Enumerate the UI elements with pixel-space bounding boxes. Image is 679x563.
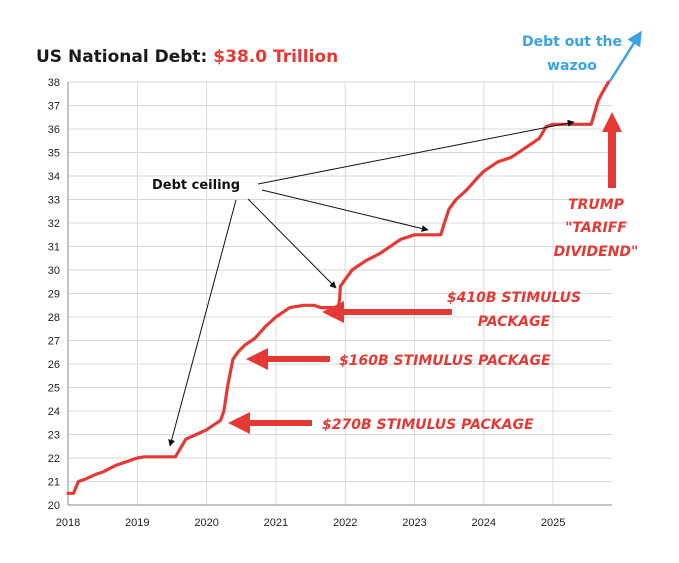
- trump-label-line1: TRUMP: [568, 197, 625, 213]
- y-tick-label: 29: [48, 289, 60, 301]
- x-tick-label: 2019: [125, 517, 149, 529]
- stimulus-160-label: $160B STIMULUS PACKAGE: [339, 353, 551, 369]
- stimulus-160-arrow: [246, 348, 330, 370]
- chart-title-label: US National Debt:: [36, 47, 213, 67]
- wazoo-label-line1: Debt out the: [522, 34, 622, 50]
- debt-ceiling-arrow-2025: [257, 119, 575, 185]
- y-tick-label: 37: [48, 101, 60, 113]
- y-tick-label: 32: [48, 218, 60, 230]
- debt-ceiling-arrow-2019: [168, 199, 237, 447]
- y-tick-label: 34: [48, 171, 60, 183]
- y-axis-ticks: 20 21 22 23 24 25 26 27 28 29 30 31 32 33 34 35 36 37 38: [48, 77, 60, 512]
- y-tick-label: 25: [48, 383, 60, 395]
- y-tick-label: 38: [48, 77, 60, 89]
- wazoo-arrow: [608, 30, 643, 82]
- y-tick-label: 30: [48, 265, 60, 277]
- y-tick-label: 35: [48, 148, 60, 160]
- trump-label-line2: "TARIFF: [565, 220, 627, 236]
- x-tick-label: 2021: [264, 517, 288, 529]
- y-tick-label: 23: [48, 430, 60, 442]
- stimulus-410-label-line1: $410B STIMULUS: [447, 290, 581, 306]
- y-tick-label: 20: [48, 500, 60, 512]
- chart-title: US National Debt: $38.0 Trillion: [36, 47, 338, 67]
- debt-ceiling-arrow-2023: [261, 189, 429, 232]
- y-tick-label: 26: [48, 359, 60, 371]
- chart-title-value: $38.0 Trillion: [213, 47, 338, 67]
- y-tick-label: 27: [48, 336, 60, 348]
- x-axis-ticks: 2018 2019 2020 2021 2022 2023 2024 2025: [56, 517, 566, 529]
- trump-label-line3: DIVIDEND": [554, 244, 639, 260]
- debt-ceiling-label: Debt ceiling: [152, 178, 240, 193]
- y-tick-label: 33: [48, 195, 60, 207]
- debt-ceiling-arrow-2021: [247, 198, 337, 289]
- x-tick-label: 2025: [541, 517, 565, 529]
- grid: [67, 81, 612, 506]
- stimulus-410-label-line2: PACKAGE: [478, 314, 551, 330]
- x-tick-label: 2023: [402, 517, 426, 529]
- y-tick-label: 24: [48, 406, 60, 418]
- y-tick-label: 31: [48, 242, 60, 254]
- y-tick-label: 28: [48, 312, 60, 324]
- trump-arrow: [602, 112, 622, 188]
- stimulus-410-arrow: [322, 301, 452, 323]
- stimulus-270-label: $270B STIMULUS PACKAGE: [322, 417, 534, 433]
- y-tick-label: 36: [48, 124, 60, 136]
- stimulus-270-arrow: [228, 412, 312, 434]
- x-tick-label: 2020: [194, 517, 218, 529]
- wazoo-label-line2: wazoo: [547, 58, 597, 74]
- x-tick-label: 2022: [333, 517, 357, 529]
- x-tick-label: 2024: [472, 517, 496, 529]
- y-tick-label: 22: [48, 453, 60, 465]
- x-tick-label: 2018: [56, 517, 80, 529]
- y-tick-label: 21: [48, 477, 60, 489]
